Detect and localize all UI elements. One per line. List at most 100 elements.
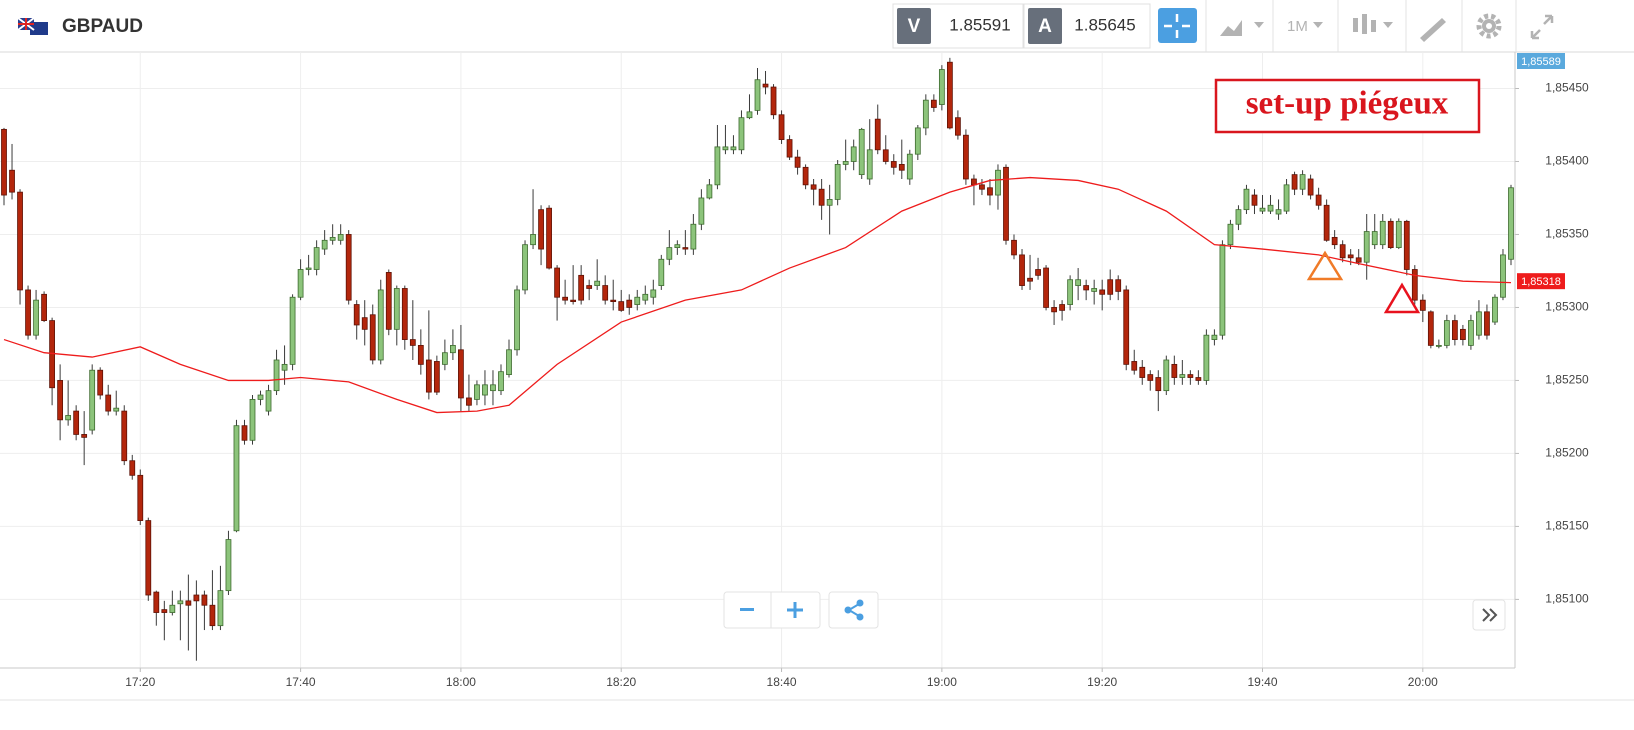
candle-body-up bbox=[321, 239, 328, 250]
candle-body-down bbox=[361, 317, 368, 330]
triangle-marker bbox=[1306, 250, 1344, 281]
candle-body-down bbox=[538, 209, 544, 250]
candle-body-up bbox=[1468, 320, 1474, 346]
candle-body-down bbox=[1131, 361, 1138, 371]
candle-body-up bbox=[89, 369, 96, 431]
candle-body-down bbox=[602, 285, 609, 301]
candle-body-down bbox=[987, 187, 993, 196]
y-tick-label: 1,85300 bbox=[1545, 300, 1589, 314]
candle-body-up bbox=[169, 604, 176, 613]
candle-body-down bbox=[185, 600, 192, 606]
candle-body-up bbox=[842, 161, 849, 165]
candle-body-up bbox=[706, 184, 713, 199]
candle-body-down bbox=[409, 339, 416, 346]
candle-body-up bbox=[1179, 374, 1186, 378]
candle-body-up bbox=[674, 244, 681, 249]
candle-body-down bbox=[963, 134, 969, 180]
scroll-right-button[interactable] bbox=[1472, 599, 1506, 631]
indicator-button[interactable] bbox=[1220, 20, 1264, 36]
candle-body-down bbox=[81, 434, 88, 438]
candle-body-down bbox=[105, 394, 112, 412]
candle-body-up bbox=[746, 111, 753, 119]
annotation: set-up piégeux bbox=[1246, 86, 1449, 122]
candle-body-down bbox=[882, 149, 889, 162]
candle-body-up bbox=[850, 146, 857, 162]
crosshair-button[interactable] bbox=[1158, 8, 1197, 43]
zoom-in[interactable] bbox=[787, 602, 803, 618]
candle-body-down bbox=[554, 267, 560, 298]
candle-body-down bbox=[546, 207, 552, 269]
candle-body-down bbox=[770, 86, 777, 116]
candle-body-up bbox=[265, 390, 272, 412]
candle-body-down bbox=[369, 314, 376, 361]
candle-body-up bbox=[249, 399, 256, 441]
candle-body-down bbox=[1331, 236, 1338, 246]
x-tick-label: 19:40 bbox=[1247, 675, 1277, 689]
candle-body-down bbox=[1139, 366, 1146, 378]
candle-body-down bbox=[1043, 267, 1049, 308]
candle-body-up bbox=[1476, 311, 1482, 336]
candle-body-down bbox=[1003, 166, 1009, 241]
candle-body-up bbox=[1283, 184, 1290, 212]
candle-body-up bbox=[826, 199, 833, 206]
candle-body-down bbox=[786, 139, 793, 158]
candle-body-down bbox=[1403, 220, 1410, 270]
fullscreen-button[interactable] bbox=[1530, 14, 1554, 40]
symbol: GBPAUD bbox=[62, 16, 143, 37]
x-tick-label: 17:20 bbox=[125, 675, 155, 689]
candle-body-up bbox=[1299, 174, 1306, 190]
settings-button[interactable] bbox=[1476, 13, 1502, 39]
share-button[interactable] bbox=[828, 591, 879, 629]
candle-body-up bbox=[754, 79, 761, 111]
candle-body-down bbox=[1123, 289, 1130, 365]
candle-body-up bbox=[1235, 209, 1242, 225]
candle-body-up bbox=[506, 349, 512, 375]
candle-body-down bbox=[145, 520, 152, 596]
candle-body-up bbox=[650, 289, 657, 298]
timeframe[interactable]: 1M bbox=[1287, 18, 1308, 35]
candle-body-down bbox=[425, 359, 432, 393]
candle-body-up bbox=[113, 407, 120, 412]
candle-body-down bbox=[57, 380, 64, 421]
candle-body-up bbox=[738, 117, 745, 151]
y-tick-label: 1,85200 bbox=[1545, 446, 1589, 460]
candle-body-down bbox=[1291, 174, 1298, 190]
candle-body-down bbox=[121, 410, 128, 462]
candle-body-down bbox=[1171, 363, 1178, 378]
candle-body-down bbox=[401, 288, 408, 340]
y-tick-label: 1,85100 bbox=[1545, 592, 1589, 606]
zoom-out[interactable] bbox=[740, 608, 754, 611]
candle-body-up bbox=[594, 280, 601, 286]
x-tick-label: 19:20 bbox=[1087, 675, 1117, 689]
candle-body-up bbox=[995, 169, 1001, 196]
candle-body-up bbox=[441, 352, 448, 365]
draw-button[interactable] bbox=[1420, 18, 1446, 42]
x-tick-label: 18:00 bbox=[446, 675, 476, 689]
chart-type-button[interactable] bbox=[1353, 14, 1393, 34]
candle-body-up bbox=[313, 247, 320, 270]
candle-body-up bbox=[482, 384, 488, 396]
candle-body-up bbox=[858, 128, 865, 176]
candle-body-up bbox=[1091, 288, 1098, 292]
candle-body-down bbox=[25, 289, 31, 336]
candle-body-down bbox=[810, 184, 817, 190]
candle-body-up bbox=[1267, 204, 1274, 212]
candle-body-down bbox=[1307, 178, 1314, 196]
candle-body-down bbox=[241, 425, 248, 441]
triangle-marker bbox=[1383, 282, 1421, 314]
candle-body-up bbox=[305, 267, 312, 270]
candle-body-up bbox=[722, 146, 729, 151]
candle-body-up bbox=[1492, 296, 1498, 323]
y-tick-label: 1,85450 bbox=[1545, 81, 1589, 95]
candle-body-down bbox=[1411, 269, 1418, 301]
candle-body-down bbox=[618, 301, 625, 311]
candle-body-up bbox=[866, 149, 873, 180]
x-tick-label: 18:40 bbox=[767, 675, 797, 689]
candle-body-up bbox=[522, 244, 528, 291]
candle-body-down bbox=[1315, 194, 1322, 206]
candle-body-up bbox=[642, 293, 649, 301]
candle-body-down bbox=[1427, 311, 1434, 346]
y-tick-label: 1,85150 bbox=[1545, 519, 1589, 533]
candle-body-down bbox=[209, 604, 216, 627]
